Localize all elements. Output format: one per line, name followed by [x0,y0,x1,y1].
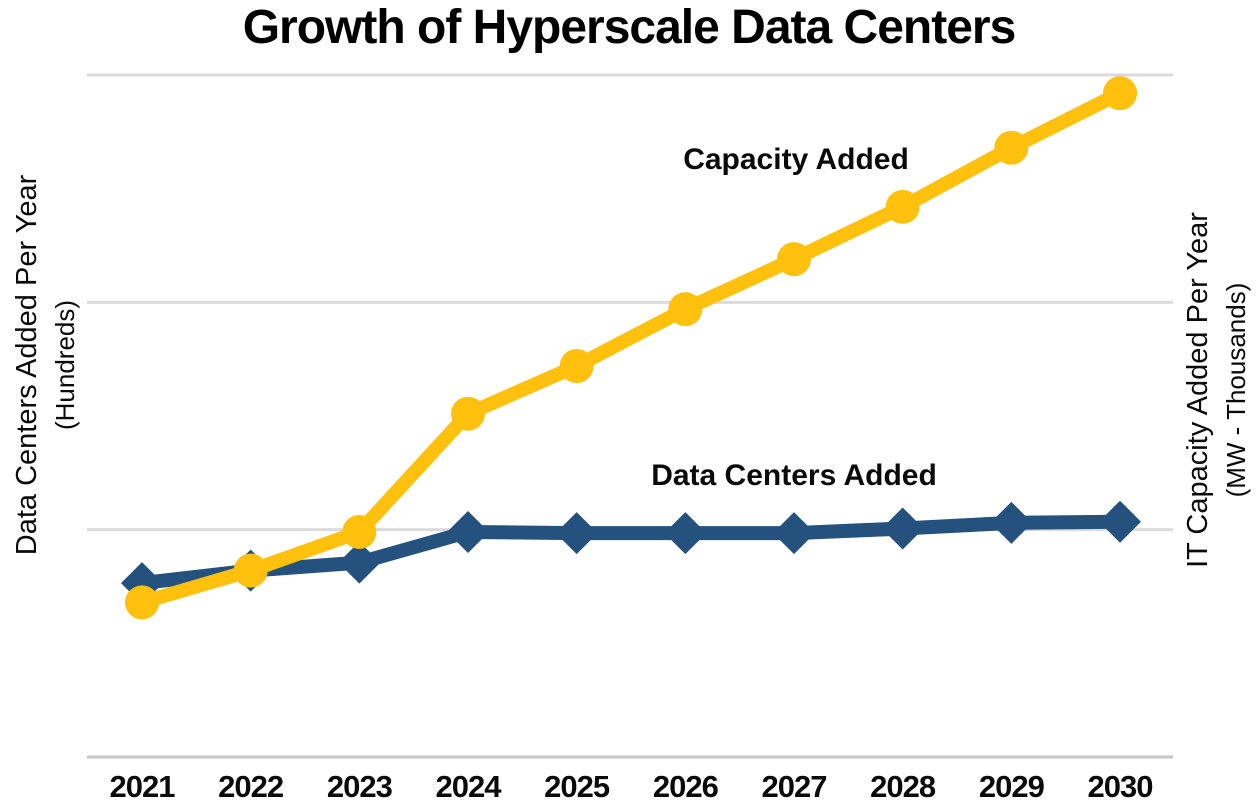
chart-title: Growth of Hyperscale Data Centers [242,1,1017,54]
y-axis-left-units: (Hundreds) [50,299,80,431]
x-axis-tick-label-2030: 2030 [1088,769,1153,804]
marker-circle-capacity-added-2022 [233,553,268,588]
marker-diamond-data-centers-added-2024 [447,510,489,553]
marker-circle-capacity-added-2021 [125,585,159,620]
x-axis-tick-label-2028: 2028 [870,769,936,804]
y-axis-right-units: (MW - Thousands) [1221,282,1251,498]
x-axis-tick-label-2021: 2021 [110,769,176,804]
marker-circle-capacity-added-2024 [451,396,485,431]
y-axis-left-title: Data Centers Added Per Year [11,174,43,556]
series-line-data-centers-added [135,514,1127,591]
marker-circle-capacity-added-2030 [1103,76,1137,111]
series-line-capacity-added [135,86,1127,610]
y-axis-label-left: Data Centers Added Per Year (Hundreds) [7,85,83,645]
x-axis-tick-label-2024: 2024 [436,769,503,804]
y-axis-label-right: IT Capacity Added Per Year (MW - Thousan… [1178,110,1254,670]
marker-circle-capacity-added-2026 [668,292,703,327]
marker-diamond-data-centers-added-2030 [1099,500,1141,543]
x-axis-tick-label-2027: 2027 [762,769,827,804]
marker-circle-capacity-added-2025 [559,348,594,383]
x-axis-tick-label-2029: 2029 [979,769,1045,804]
series-label-capacity-added: Capacity Added [683,143,909,176]
marker-diamond-data-centers-added-2023 [338,541,381,584]
y-axis-right-title: IT Capacity Added Per Year [1182,212,1214,568]
series-label-data-centers-added: Data Centers Added [651,459,937,492]
marker-circle-capacity-added-2028 [885,189,920,224]
marker-circle-capacity-added-2029 [994,130,1029,165]
marker-diamond-data-centers-added-2027 [773,512,815,555]
marker-diamond-data-centers-added-2028 [881,507,924,550]
x-axis-tick-label-2026: 2026 [653,769,719,804]
marker-diamond-data-centers-added-2026 [664,512,707,555]
marker-circle-capacity-added-2027 [777,242,811,277]
x-axis-tick-label-2025: 2025 [544,769,610,804]
marker-diamond-data-centers-added-2029 [990,501,1033,544]
x-axis-tick-label-2022: 2022 [218,769,283,804]
x-axis-tick-label-2023: 2023 [327,769,393,804]
marker-circle-capacity-added-2023 [342,514,377,549]
marker-diamond-data-centers-added-2025 [555,512,598,555]
